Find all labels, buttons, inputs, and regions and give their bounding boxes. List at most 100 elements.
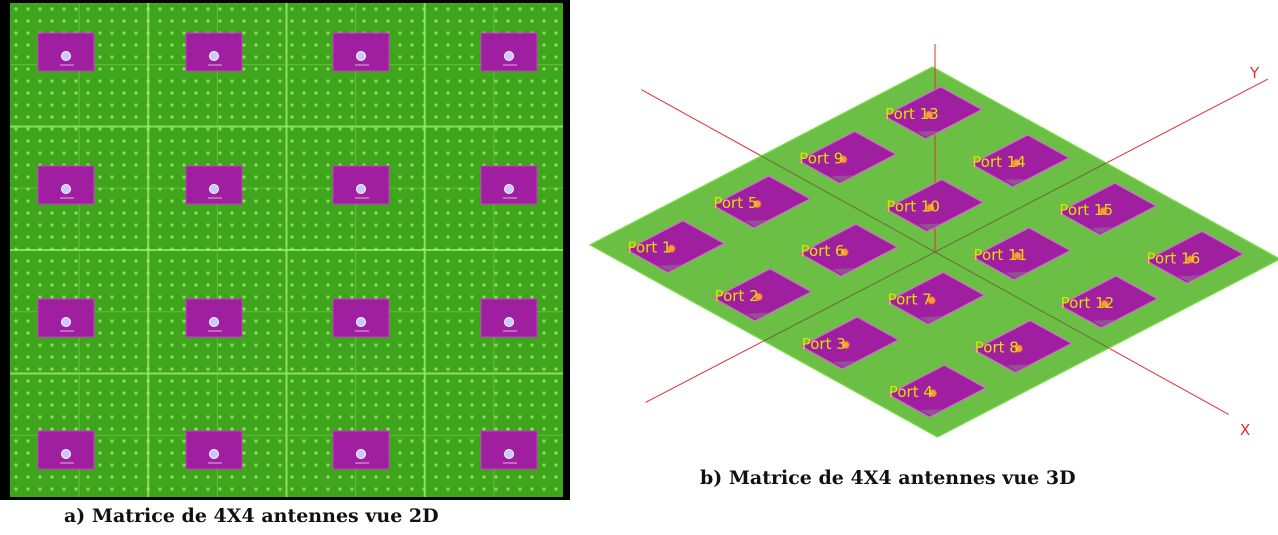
port-label: Port 15 [1059, 201, 1113, 219]
port-connector [841, 341, 850, 350]
patch-antenna-3d [887, 364, 987, 418]
feed-point [504, 317, 514, 327]
port-connector [1013, 251, 1022, 260]
patch-antenna-3d [711, 175, 811, 229]
feed-point [209, 184, 219, 194]
port-connector [840, 248, 849, 257]
patch [971, 227, 1072, 281]
patch [797, 130, 897, 184]
port-label: Port 13 [885, 105, 939, 123]
port-label: Port 14 [972, 153, 1026, 171]
feed-notch [1005, 271, 1028, 279]
feed-notch [916, 130, 940, 138]
patch-antenna-2d [37, 298, 95, 338]
feed-notch [832, 268, 855, 275]
feed-point [356, 51, 366, 61]
port-label: Port 8 [975, 339, 1019, 357]
port-connector [927, 296, 936, 305]
patch-antenna-3d [970, 134, 1070, 188]
patch-antenna-2d [480, 430, 538, 470]
patch-antenna-3d [1057, 182, 1157, 236]
patch [884, 179, 984, 233]
patch-antenna-3d [625, 220, 726, 274]
port-connector [926, 203, 935, 212]
patch [886, 271, 986, 325]
feed-notch [659, 264, 682, 272]
patch [711, 175, 811, 229]
feed-point [61, 184, 71, 194]
port-label: Port 12 [1061, 294, 1115, 312]
patch-antenna-2d [332, 32, 390, 72]
port-label: Port 9 [799, 149, 843, 167]
feed-point [209, 317, 219, 327]
y-axis-label: Y [1249, 64, 1260, 82]
port-label: Port 5 [713, 194, 757, 212]
port-connector [754, 292, 763, 301]
patch-antenna-2d [332, 165, 390, 205]
patch-antenna-3d [1144, 230, 1245, 284]
feed-notch [1178, 275, 1201, 282]
patch [800, 316, 900, 370]
view-3d: Port 1 Port 2 Port 3 Port 4 Port 5 Port 6 Port… [588, 44, 1278, 439]
feed-notch [1003, 178, 1027, 186]
port-connector [1099, 207, 1108, 216]
port-label: Port 1 [627, 239, 671, 257]
patch [798, 223, 899, 277]
patch-antenna-3d [886, 271, 986, 325]
patch [713, 268, 813, 322]
patch [625, 220, 726, 274]
feed-point [356, 449, 366, 459]
patch-antenna-2d [185, 165, 243, 205]
patch [973, 320, 1073, 374]
patch-antenna-3d [971, 227, 1072, 281]
port-connector [1012, 158, 1021, 167]
feed-notch [830, 175, 854, 182]
port-label: Port 10 [886, 198, 940, 216]
port-connector [1186, 255, 1195, 264]
patch-antenna-2d [480, 165, 538, 205]
patch-antenna-2d [37, 32, 95, 72]
feed-point [504, 51, 514, 61]
feed-notch [746, 312, 769, 320]
port-connector [928, 389, 937, 398]
patch [1057, 182, 1157, 236]
port-label: Port 16 [1147, 249, 1201, 267]
feed-notch [745, 219, 768, 227]
feed-point [356, 184, 366, 194]
port-label: Port 4 [889, 383, 933, 401]
patch-antenna-2d [480, 32, 538, 72]
patch-antenna-3d [883, 86, 983, 140]
feed-notch [1092, 319, 1115, 327]
patch-antenna-3d [797, 130, 897, 184]
port-connector [1100, 299, 1109, 308]
patch-antenna-2d [185, 298, 243, 338]
patch-antenna-3d [713, 268, 813, 322]
port-label: Port 2 [715, 287, 759, 305]
feed-notch [1091, 227, 1114, 234]
patch-antenna-2d [480, 298, 538, 338]
patch [970, 134, 1070, 188]
feed-notch [919, 316, 942, 323]
patch-antenna-3d [884, 179, 984, 233]
feed-point [356, 317, 366, 327]
patch [887, 364, 987, 418]
patch-antenna-3d [973, 320, 1073, 374]
patch [1144, 230, 1245, 284]
feed-point [504, 184, 514, 194]
x-axis-label: X [1240, 421, 1250, 439]
feed-notch [1006, 364, 1029, 371]
feed-point [209, 51, 219, 61]
feed-point [504, 449, 514, 459]
port-connector [925, 110, 934, 119]
patch [883, 86, 983, 140]
patch-antenna-2d [37, 165, 95, 205]
patch-antenna-3d [1059, 275, 1159, 329]
caption-2d-view: a) Matrice de 4X4 antennes vue 2D [64, 505, 439, 527]
port-connector [839, 155, 848, 164]
feed-notch [918, 223, 941, 230]
patch-antenna-2d [332, 430, 390, 470]
patch-antenna-2d [185, 32, 243, 72]
patch-antenna-3d [800, 316, 900, 370]
feed-notch [920, 409, 943, 416]
feed-point [61, 317, 71, 327]
